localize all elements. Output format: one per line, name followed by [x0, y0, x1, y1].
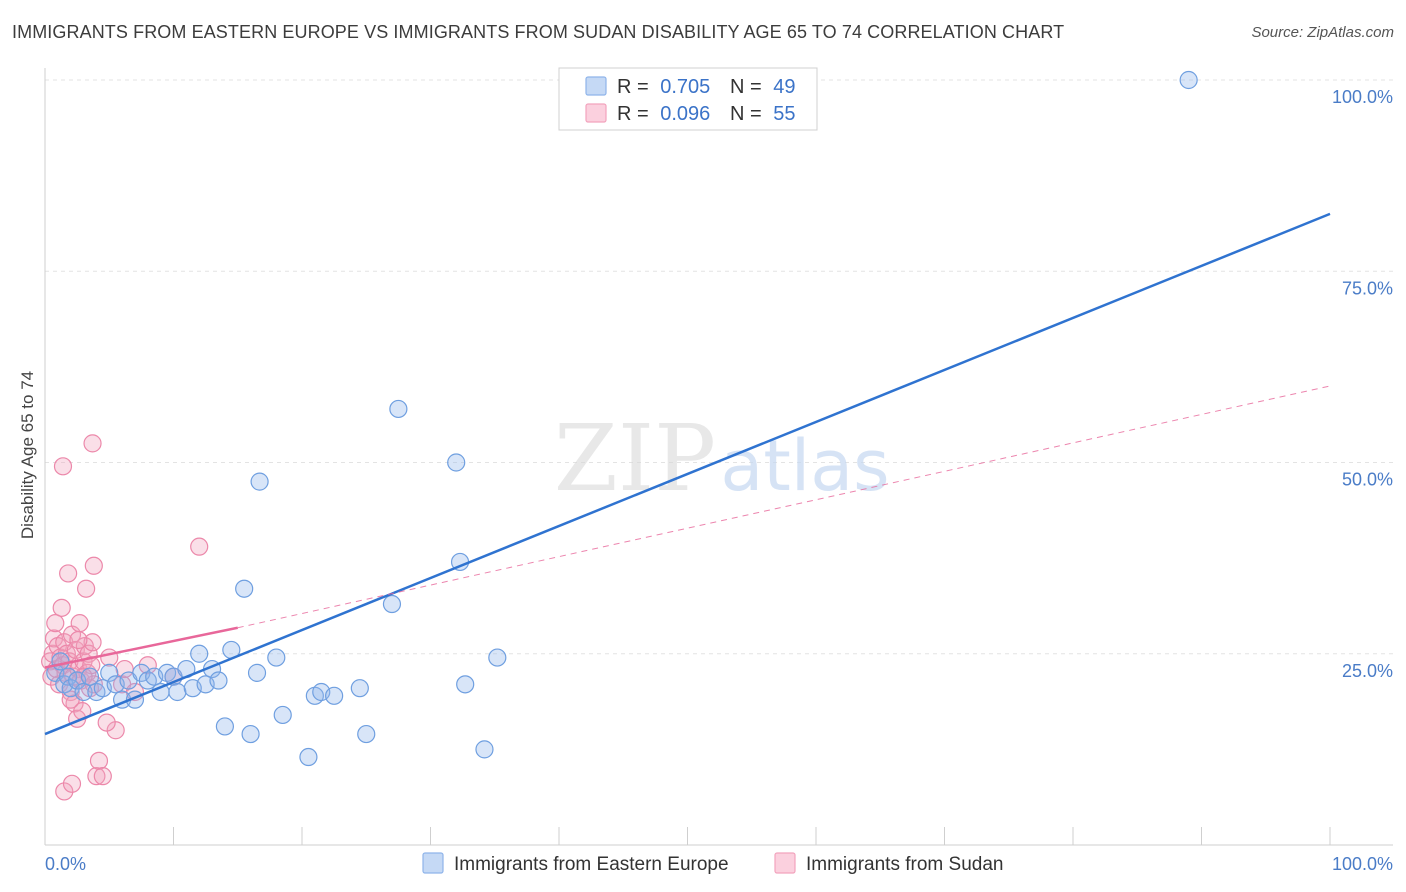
point-blue-27 — [209, 671, 228, 690]
point-blue-33 — [250, 472, 269, 491]
point-blue-43 — [382, 594, 402, 614]
y-tick-label-75: 75.0% — [1342, 278, 1393, 298]
legend-blue-r-label: R = — [617, 76, 649, 98]
point-blue-6 — [74, 682, 93, 702]
legend-blue-r-value: 0.705 — [660, 76, 710, 98]
y-tick-label-25: 25.0% — [1342, 661, 1393, 681]
svg-text:R = 0.096: R = 0.096 — [617, 103, 710, 125]
point-pink-35 — [87, 767, 106, 786]
source-label: Source: ZipAtlas.com — [1251, 24, 1394, 41]
point-blue-41 — [357, 724, 376, 744]
y-tick-label-50: 50.0% — [1342, 470, 1393, 490]
point-blue-40 — [350, 679, 369, 698]
point-blue-21 — [168, 682, 187, 702]
gridlines — [45, 79, 1393, 655]
legend-blue-n-value: 49 — [773, 76, 795, 98]
point-blue-28 — [215, 717, 234, 736]
point-pink-23 — [70, 614, 89, 633]
point-pink-48 — [55, 782, 74, 801]
point-blue-39 — [325, 686, 344, 705]
point-blue-42 — [389, 399, 408, 419]
point-pink-47 — [190, 537, 209, 556]
legend-pink-n-value: 55 — [773, 103, 795, 125]
x-tick-label-min: 0.0% — [45, 854, 86, 874]
trend-line-sudan — [44, 626, 239, 669]
point-pink-49 — [62, 774, 82, 793]
correlation-legend: R = 0.705 N = 49 R = 0.096 N = 55 — [558, 67, 818, 131]
point-pink-14 — [59, 564, 78, 583]
point-pink-41 — [100, 648, 119, 667]
point-blue-1 — [51, 652, 70, 671]
bottom-legend-eastern-europe: Immigrants from Eastern Europe — [454, 854, 729, 875]
svg-text:N = 49: N = 49 — [730, 76, 796, 98]
point-blue-46 — [456, 675, 475, 694]
legend-pink-r-label: R = — [617, 103, 649, 125]
tick-labels: 25.0% 50.0% 75.0% 100.0% 0.0% 100.0% — [45, 87, 1393, 874]
legend-blue-n-label: N = — [730, 76, 762, 98]
point-blue-10 — [100, 663, 119, 682]
axes — [44, 68, 1393, 846]
trend-lines — [44, 212, 1331, 736]
chart-title: IMMIGRANTS FROM EASTERN EUROPE VS IMMIGR… — [12, 22, 1065, 42]
legend-pink-r-value: 0.096 — [660, 103, 710, 125]
point-pink-54 — [69, 630, 88, 650]
point-blue-44 — [447, 453, 466, 472]
point-pink-38 — [53, 457, 73, 476]
point-pink-39 — [83, 434, 102, 453]
bottom-legend-swatch-blue — [422, 852, 444, 874]
point-blue-30 — [235, 579, 254, 598]
series-sudan-points — [41, 434, 209, 801]
bottom-legend-swatch-pink — [774, 852, 796, 874]
point-pink-36 — [89, 751, 109, 770]
series-legend: Immigrants from Eastern Europe Immigrant… — [422, 852, 1003, 875]
point-blue-3 — [59, 667, 78, 686]
point-blue-32 — [247, 663, 267, 682]
point-blue-34 — [267, 648, 286, 667]
legend-swatch-pink — [585, 103, 607, 123]
point-blue-47 — [475, 740, 494, 759]
point-blue-35 — [273, 705, 292, 725]
point-blue-36 — [299, 747, 318, 767]
point-blue-31 — [241, 724, 260, 744]
point-pink-9 — [52, 598, 71, 617]
svg-text:N = 55: N = 55 — [730, 103, 796, 125]
trend-line-eastern-europe — [44, 212, 1331, 736]
point-pink-40 — [84, 556, 103, 575]
svg-text:R = 0.705: R = 0.705 — [617, 76, 710, 98]
point-blue-48 — [488, 648, 507, 667]
watermark-atlas: atlas — [720, 425, 889, 507]
point-blue-7 — [80, 667, 100, 686]
point-pink-4 — [46, 614, 65, 633]
y-axis-label: Disability Age 65 to 74 — [18, 371, 37, 539]
point-blue-24 — [190, 644, 209, 663]
point-blue-49 — [1179, 70, 1198, 90]
legend-swatch-blue — [585, 76, 607, 96]
point-pink-37 — [93, 767, 112, 786]
x-tick-label-max: 100.0% — [1332, 854, 1393, 874]
y-tick-label-100: 100.0% — [1332, 87, 1393, 107]
point-pink-33 — [83, 633, 102, 652]
point-pink-50 — [97, 713, 116, 732]
legend-pink-n-label: N = — [730, 103, 762, 125]
point-pink-28 — [77, 579, 96, 598]
bottom-legend-sudan: Immigrants from Sudan — [806, 854, 1003, 875]
